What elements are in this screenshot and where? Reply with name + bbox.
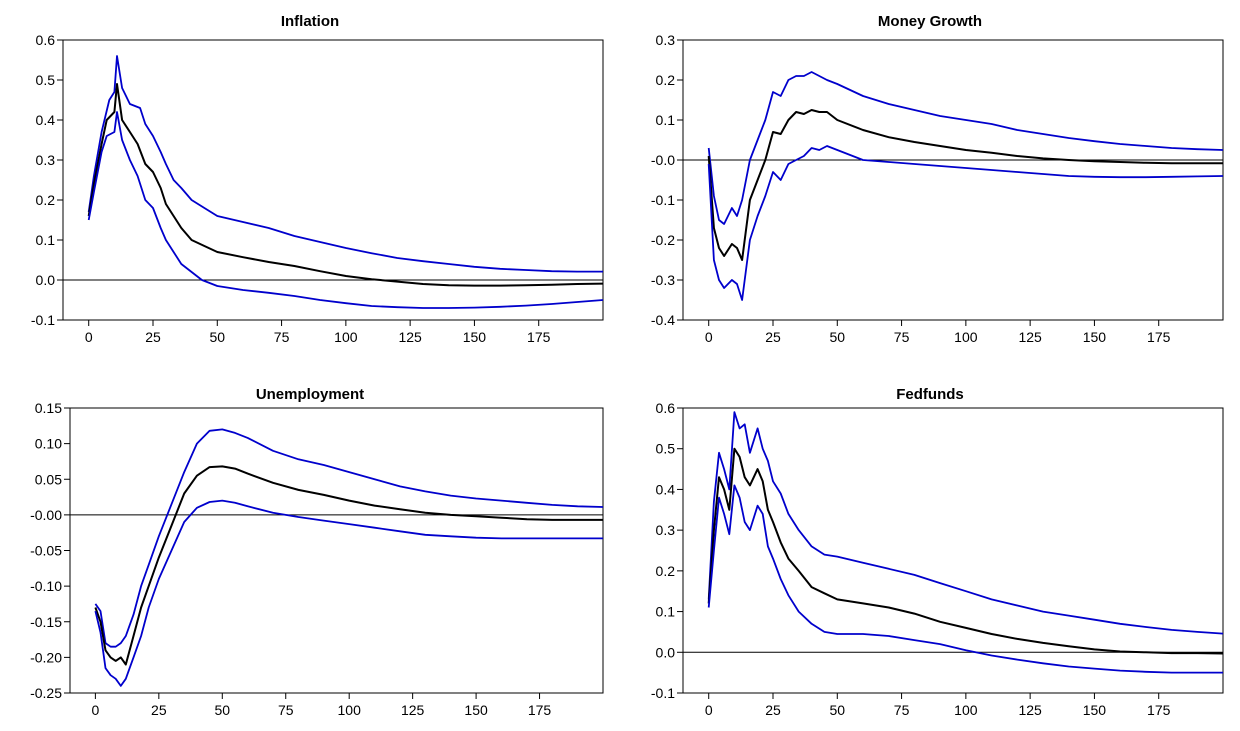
chart-title: Unemployment	[256, 386, 364, 403]
unemployment-estimate-line	[94, 465, 603, 666]
x-tick-label: 75	[894, 329, 910, 345]
x-tick-label: 50	[829, 329, 845, 345]
plot-frame	[682, 407, 1224, 694]
y-tick-label: 0.15	[35, 400, 62, 416]
x-tick-label: 175	[528, 702, 552, 718]
panel-money-growth: Money Growth -0.4 -0.3 -0.2 -0.1 -0.0 0.1 0.2 0…	[620, 0, 1240, 365]
x-tick-label: 0	[705, 702, 713, 718]
chart-title: Money Growth	[878, 13, 982, 30]
money-growth-lower-line	[707, 145, 1224, 301]
y-tick-label: 0.2	[36, 192, 56, 208]
money-growth-upper-line	[707, 71, 1224, 225]
y-tick-label: -0.10	[30, 578, 62, 594]
x-tick-label: 25	[151, 702, 167, 718]
y-tick-label: -0.15	[30, 614, 62, 630]
x-tick-label: 125	[398, 329, 422, 345]
x-tick-label: 175	[1147, 329, 1171, 345]
y-tick-label: 0.3	[656, 522, 676, 538]
x-tick-label: 25	[145, 329, 161, 345]
plot-frame	[62, 39, 604, 321]
x-tick-label: 100	[954, 329, 978, 345]
y-tick-label: 0.0	[656, 644, 676, 660]
y-tick-label: 0.4	[36, 112, 56, 128]
panel-inflation: Inflation -0.1 0.0 0.1 0.2 0.3 0.4 0.5 0.6 0 25 50…	[0, 0, 620, 365]
unemployment-chart: Unemployment -0.25-0.20-0.15-0.10-0.05-0…	[30, 386, 604, 718]
unemployment-plot-area: -0.25 -0.20 -0.15 -0.10 -0.05 -0.00 0.05 0.10 0.…	[30, 400, 604, 718]
chart-title: Fedfunds	[896, 386, 964, 403]
money-growth-chart: Money Growth -0.4 -0.3 -0.2 -0.1 -0.0 0.1 0.2 0…	[651, 13, 1224, 345]
x-tick-label: 0	[91, 702, 99, 718]
inflation-estimate-line	[87, 83, 604, 287]
x-tick-label: 75	[278, 702, 294, 718]
chart-title: Inflation	[281, 13, 339, 30]
x-tick-label: 150	[1083, 329, 1107, 345]
y-tick-label: -0.3	[651, 272, 675, 288]
plot-frame	[682, 39, 1224, 321]
inflation-upper-line	[87, 55, 603, 273]
y-tick-label: 0.5	[36, 72, 56, 88]
x-tick-label: 150	[463, 329, 487, 345]
x-tick-label: 125	[1018, 702, 1042, 718]
x-tick-label: 50	[829, 702, 845, 718]
x-tick-label: 175	[1147, 702, 1171, 718]
x-tick-label: 100	[338, 702, 362, 718]
y-tick-label: 0.4	[656, 481, 676, 497]
inflation-lower-line	[87, 111, 604, 309]
panel-fedfunds: Fedfunds -0.1 0.0 0.1 0.2 0.3 0.4 0.5 0.6 0 25 50 7…	[620, 365, 1240, 731]
y-tick-label: 0.2	[656, 563, 676, 579]
y-tick-label: 0.1	[656, 604, 676, 620]
y-tick-label: 0.0	[36, 272, 56, 288]
y-tick-label: 0.05	[35, 471, 62, 487]
y-tick-label: 0.5	[656, 441, 676, 457]
y-tick-label: 0.6	[36, 32, 56, 48]
y-tick-label: 0.10	[35, 436, 62, 452]
fedfunds-estimate-line	[707, 447, 1224, 655]
inflation-plot-area: -0.1 0.0 0.1 0.2 0.3 0.4 0.5 0.6 0 25 50 75 100 125 15…	[31, 32, 604, 345]
unemployment-lower-line	[94, 499, 603, 687]
x-tick-label: 75	[274, 329, 290, 345]
x-tick-label: 25	[765, 702, 781, 718]
fedfunds-plot-area: -0.1 0.0 0.1 0.2 0.3 0.4 0.5 0.6 0 25 50 75 100 125 15…	[651, 400, 1224, 718]
x-tick-label: 125	[401, 702, 425, 718]
panel-unemployment: Unemployment -0.25 -0.20 -0.15 -0.10 -0.05 -0…	[0, 365, 620, 731]
x-tick-label: 25	[765, 329, 781, 345]
y-tick-label: -0.1	[31, 312, 55, 328]
money-growth-estimate-line	[707, 109, 1223, 261]
inflation-chart: Inflation -0.1 0.0 0.1 0.2 0.3 0.4 0.5 0.6 0 25 50…	[31, 13, 604, 345]
fedfunds-upper-line	[707, 411, 1224, 635]
y-tick-label: 0.6	[656, 400, 676, 416]
x-tick-label: 150	[464, 702, 488, 718]
x-tick-label: 50	[209, 329, 225, 345]
y-tick-label: 0.3	[36, 152, 56, 168]
y-tick-label: -0.1	[651, 192, 675, 208]
y-tick-label: 0.2	[656, 72, 676, 88]
fedfunds-lower-line	[707, 484, 1223, 674]
y-tick-label: -0.4	[651, 312, 675, 328]
y-tick-label: -0.1	[651, 685, 675, 701]
y-tick-label: 0.1	[656, 112, 676, 128]
y-tick-label: -0.0	[651, 152, 675, 168]
y-tick-label: 0.3	[656, 32, 676, 48]
x-tick-label: 100	[334, 329, 358, 345]
x-tick-label: 75	[894, 702, 910, 718]
x-tick-label: 50	[214, 702, 230, 718]
x-tick-label: 0	[85, 329, 93, 345]
y-tick-label: -0.20	[30, 649, 62, 665]
unemployment-upper-line	[94, 428, 604, 648]
y-tick-label: -0.05	[30, 543, 62, 559]
x-tick-label: 125	[1018, 329, 1042, 345]
y-tick-label: -0.25	[30, 685, 62, 701]
fedfunds-chart: Fedfunds -0.1 0.0 0.1 0.2 0.3 0.4 0.5 0.6 0 25 50 7…	[651, 386, 1224, 718]
x-tick-label: 0	[705, 329, 713, 345]
x-tick-label: 150	[1083, 702, 1107, 718]
money-growth-plot-area: -0.4 -0.3 -0.2 -0.1 -0.0 0.1 0.2 0.3 0 25 50 75 100 1…	[651, 32, 1224, 345]
x-tick-label: 175	[527, 329, 551, 345]
y-tick-label: -0.2	[651, 232, 675, 248]
y-tick-label: -0.00	[30, 507, 62, 523]
plot-frame	[69, 407, 604, 694]
x-tick-label: 100	[954, 702, 978, 718]
y-tick-label: 0.1	[36, 232, 56, 248]
